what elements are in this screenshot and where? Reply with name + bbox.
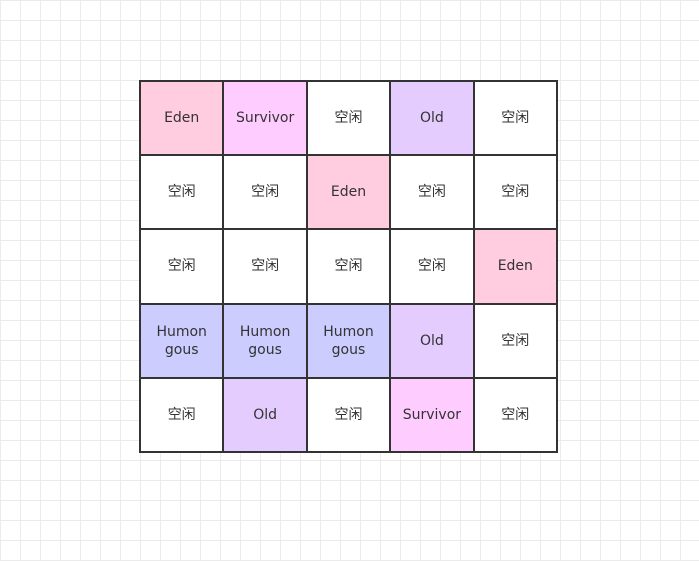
region-eden: Eden [307, 156, 390, 229]
region-old: Old [224, 378, 306, 451]
region-free: 空闲 [141, 378, 223, 451]
region-free: 空闲 [391, 156, 473, 229]
region-free: 空闲 [474, 378, 556, 451]
region-free: 空闲 [307, 82, 390, 155]
region-free: 空闲 [141, 230, 223, 303]
region-humongous: Humon gous [141, 304, 223, 377]
region-free: 空闲 [474, 304, 556, 377]
region-eden: Eden [141, 82, 223, 155]
region-free: 空闲 [307, 378, 390, 451]
region-eden: Eden [474, 230, 556, 303]
region-free: 空闲 [307, 230, 390, 303]
region-free: 空闲 [474, 156, 556, 229]
region-humongous: Humon gous [224, 304, 306, 377]
region-old: Old [391, 82, 473, 155]
region-survivor: Survivor [224, 82, 306, 155]
region-free: 空闲 [141, 156, 223, 229]
region-free: 空闲 [224, 156, 306, 229]
region-humongous: Humon gous [307, 304, 390, 377]
region-old: Old [391, 304, 473, 377]
region-free: 空闲 [474, 82, 556, 155]
region-survivor: Survivor [391, 378, 473, 451]
heap-region-grid: Eden Survivor 空闲 Old 空闲 空闲 空闲 Eden 空闲 空闲 空闲 空闲 空闲 空闲 E… [139, 80, 558, 453]
region-free: 空闲 [391, 230, 473, 303]
region-free: 空闲 [224, 230, 306, 303]
